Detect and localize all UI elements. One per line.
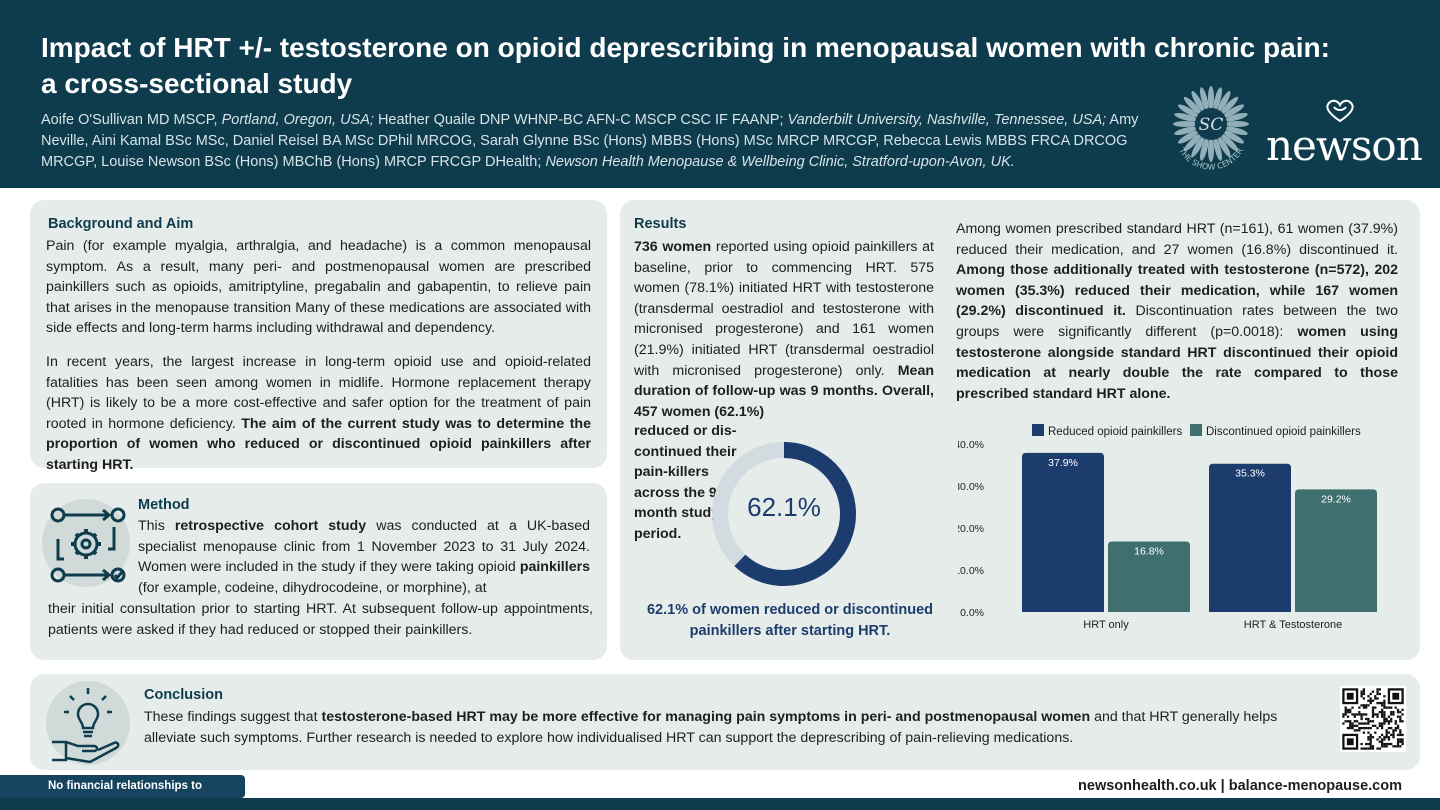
results-panel: Results 736 women reported using opioid … [620, 200, 1420, 660]
results-right-2: Among those additionally treated with te… [956, 262, 1398, 320]
conclusion-c1: These findings suggest that [144, 709, 322, 725]
process-gear-icon [42, 499, 130, 587]
background-paragraph-2: In recent years, the largest increase in… [46, 352, 591, 476]
authors-c: Amy Neville, Aini Kamal BSc MSc, Daniel … [41, 112, 1139, 170]
donut-label: 62.1% [747, 492, 821, 522]
method-t5: (for example, codeine, dihydrocodeine, o… [138, 579, 487, 596]
background-heading: Background and Aim [48, 216, 194, 232]
y-tick-label: 20.0% [958, 523, 984, 535]
y-tick-label: 40.0% [958, 439, 984, 451]
title-line-1: Impact of HRT +/- testosterone on opioid… [41, 32, 1330, 63]
donut-chart [712, 442, 856, 586]
conclusion-panel: Conclusion These findings suggest that t… [30, 674, 1420, 770]
results-right-4: women using testosterone alongside stand… [956, 323, 1398, 402]
background-paragraph-1: Pain (for example myalgia, arthralgia, a… [46, 238, 591, 337]
shaw-center-logo: SC THE SHOW CENTER [1173, 86, 1249, 172]
method-t3: was conducted at a UK-based specialist m… [138, 518, 591, 576]
website-links[interactable]: newsonhealth.co.uk | balance-menopause.c… [1078, 778, 1402, 794]
legend-label: Discontinued opioid painkillers [1206, 426, 1361, 438]
results-right-3: Discontinuation rates between the two gr… [956, 303, 1398, 340]
authors-c-affiliation: Newson Health Menopause & Wellbeing Clin… [545, 154, 1015, 170]
shaw-logo-initials: SC [1199, 115, 1224, 135]
bar-chart: Reduced opioid painkillers Discontinued o… [958, 424, 1377, 631]
authors-b: Heather Quaile DNP WHNP-BC AFN-C MSCP CS… [373, 112, 788, 128]
conclusion-paragraph: These findings suggest that testosterone… [144, 707, 1314, 748]
results-right-paragraph: Among women prescribed standard HRT (n=1… [956, 219, 1398, 404]
x-category-label: HRT & Testosterone [1244, 619, 1342, 631]
newson-wordmark: newson [1266, 121, 1423, 170]
results-paragraph-1: 736 women reported using opioid painkill… [634, 237, 934, 422]
method-painkillers: painkillers [519, 559, 590, 576]
lightbulb-hand-icon [46, 681, 130, 765]
method-t1: This [138, 518, 175, 534]
legend-swatch [1032, 424, 1044, 436]
title-line-2: a cross-sectional study [41, 68, 353, 99]
y-tick-label: 0.0% [960, 607, 984, 619]
results-right-1: Among women prescribed standard HRT (n=1… [956, 221, 1398, 258]
results-paragraph-2: reduced or dis-continued their pain-kill… [634, 423, 737, 542]
method-study-type: retrospective cohort study [174, 518, 367, 534]
authors-a-affiliation: Portland, Oregon, USA; [221, 112, 374, 128]
bar-data-label: 37.9% [1048, 457, 1078, 469]
x-category-label: HRT only [1083, 619, 1129, 631]
newson-logo: newson [1262, 98, 1423, 170]
bar [1295, 489, 1377, 612]
disclosure-label: No financial relationships to disclose. [0, 775, 245, 810]
conclusion-c3: and that HRT generally helps alleviate s… [144, 709, 1278, 746]
method-paragraph-2: their initial consultation prior to star… [48, 601, 593, 638]
conclusion-heading: Conclusion [144, 687, 223, 703]
authors: Aoife O'Sullivan MD MSCP, Portland, Oreg… [41, 110, 1151, 173]
results-caption: 62.1% of women reduced or discontinued p… [646, 602, 934, 639]
conclusion-key-finding: testosterone-based HRT may be more effec… [321, 709, 1091, 725]
donut-value-arc [734, 442, 856, 586]
method-panel: Method This retrospective cohort study w… [30, 483, 607, 660]
bar [1209, 463, 1291, 612]
y-tick-label: 10.0% [958, 565, 984, 577]
chart-legend: Reduced opioid painkillers Discontinued o… [1032, 424, 1361, 438]
qr-code[interactable] [1340, 686, 1406, 752]
bar-data-label: 35.3% [1235, 468, 1265, 480]
results-heading: Results [634, 216, 687, 232]
results-n-women: 736 women [634, 239, 712, 255]
method-paragraph: This retrospective cohort study was cond… [138, 516, 590, 598]
results-r1: reported using opioid painkillers at bas… [634, 239, 934, 379]
authors-b-affiliation: Vanderbilt University, Nashville, Tennes… [787, 112, 1107, 128]
results-followup: Mean duration of follow-up was 9 months.… [634, 362, 934, 420]
newson-heart-icon [1326, 99, 1354, 123]
method-heading: Method [138, 497, 190, 513]
legend-swatch [1190, 424, 1202, 436]
bar-data-label: 16.8% [1134, 545, 1164, 557]
poster-title: Impact of HRT +/- testosterone on opioid… [41, 30, 1361, 102]
bar [1022, 452, 1104, 612]
background-p2-text: In recent years, the largest increase in… [46, 354, 591, 432]
background-aim: The aim of the current study was to dete… [46, 415, 591, 473]
background-panel: Background and Aim Pain (for example mya… [30, 200, 607, 473]
bar-data-label: 29.2% [1321, 493, 1351, 505]
poster-header: Impact of HRT +/- testosterone on opioid… [0, 0, 1440, 188]
footer-bar [0, 798, 1440, 810]
authors-a: Aoife O'Sullivan MD MSCP, [41, 112, 222, 128]
bar [1108, 541, 1190, 612]
legend-label: Reduced opioid painkillers [1048, 426, 1182, 438]
y-tick-label: 30.0% [958, 481, 984, 493]
